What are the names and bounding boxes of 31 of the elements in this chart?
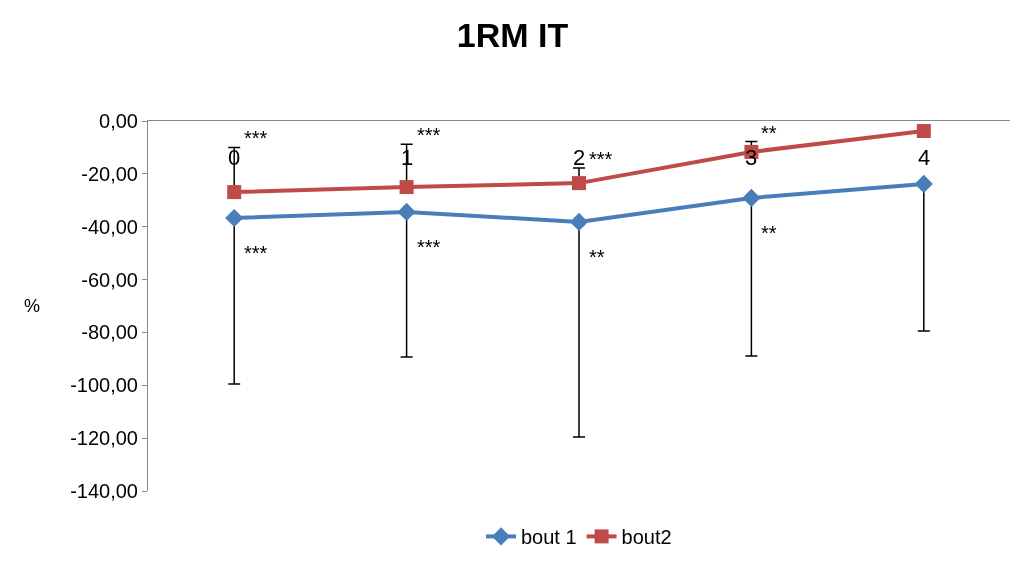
- x-tick-label: 2: [573, 145, 586, 170]
- legend-label: bout 1: [521, 526, 577, 549]
- y-tick-label: -20,00: [81, 162, 138, 185]
- annotation: ***: [244, 127, 268, 149]
- point: [569, 212, 589, 232]
- point: [397, 202, 416, 222]
- annotation: ***: [417, 124, 441, 146]
- y-tick-label: 0,00: [99, 110, 138, 132]
- y-axis-title: %: [24, 296, 41, 316]
- annotation: ***: [589, 148, 613, 170]
- point: [916, 124, 931, 139]
- y-tick-label: -40,00: [81, 215, 138, 238]
- y-tick-label: -120,00: [70, 427, 138, 450]
- point: [742, 188, 761, 208]
- y-tick-label: -80,00: [81, 321, 138, 344]
- annotation: **: [761, 122, 777, 144]
- point: [572, 176, 586, 191]
- point: [225, 208, 244, 228]
- legend-label: bout2: [621, 526, 672, 549]
- point: [227, 185, 242, 200]
- y-tick-label: -100,00: [70, 374, 138, 397]
- annotation: ***: [244, 242, 268, 264]
- chart-title: 1RM IT: [456, 15, 569, 54]
- y-tick-label: -60,00: [81, 268, 138, 291]
- point: [914, 174, 933, 193]
- x-tick-label: 4: [918, 145, 931, 170]
- point: [399, 180, 414, 195]
- annotation: ***: [417, 236, 441, 258]
- y-tick-label: -140,00: [70, 480, 138, 502]
- annotation: **: [589, 246, 605, 268]
- annotation: **: [761, 222, 777, 244]
